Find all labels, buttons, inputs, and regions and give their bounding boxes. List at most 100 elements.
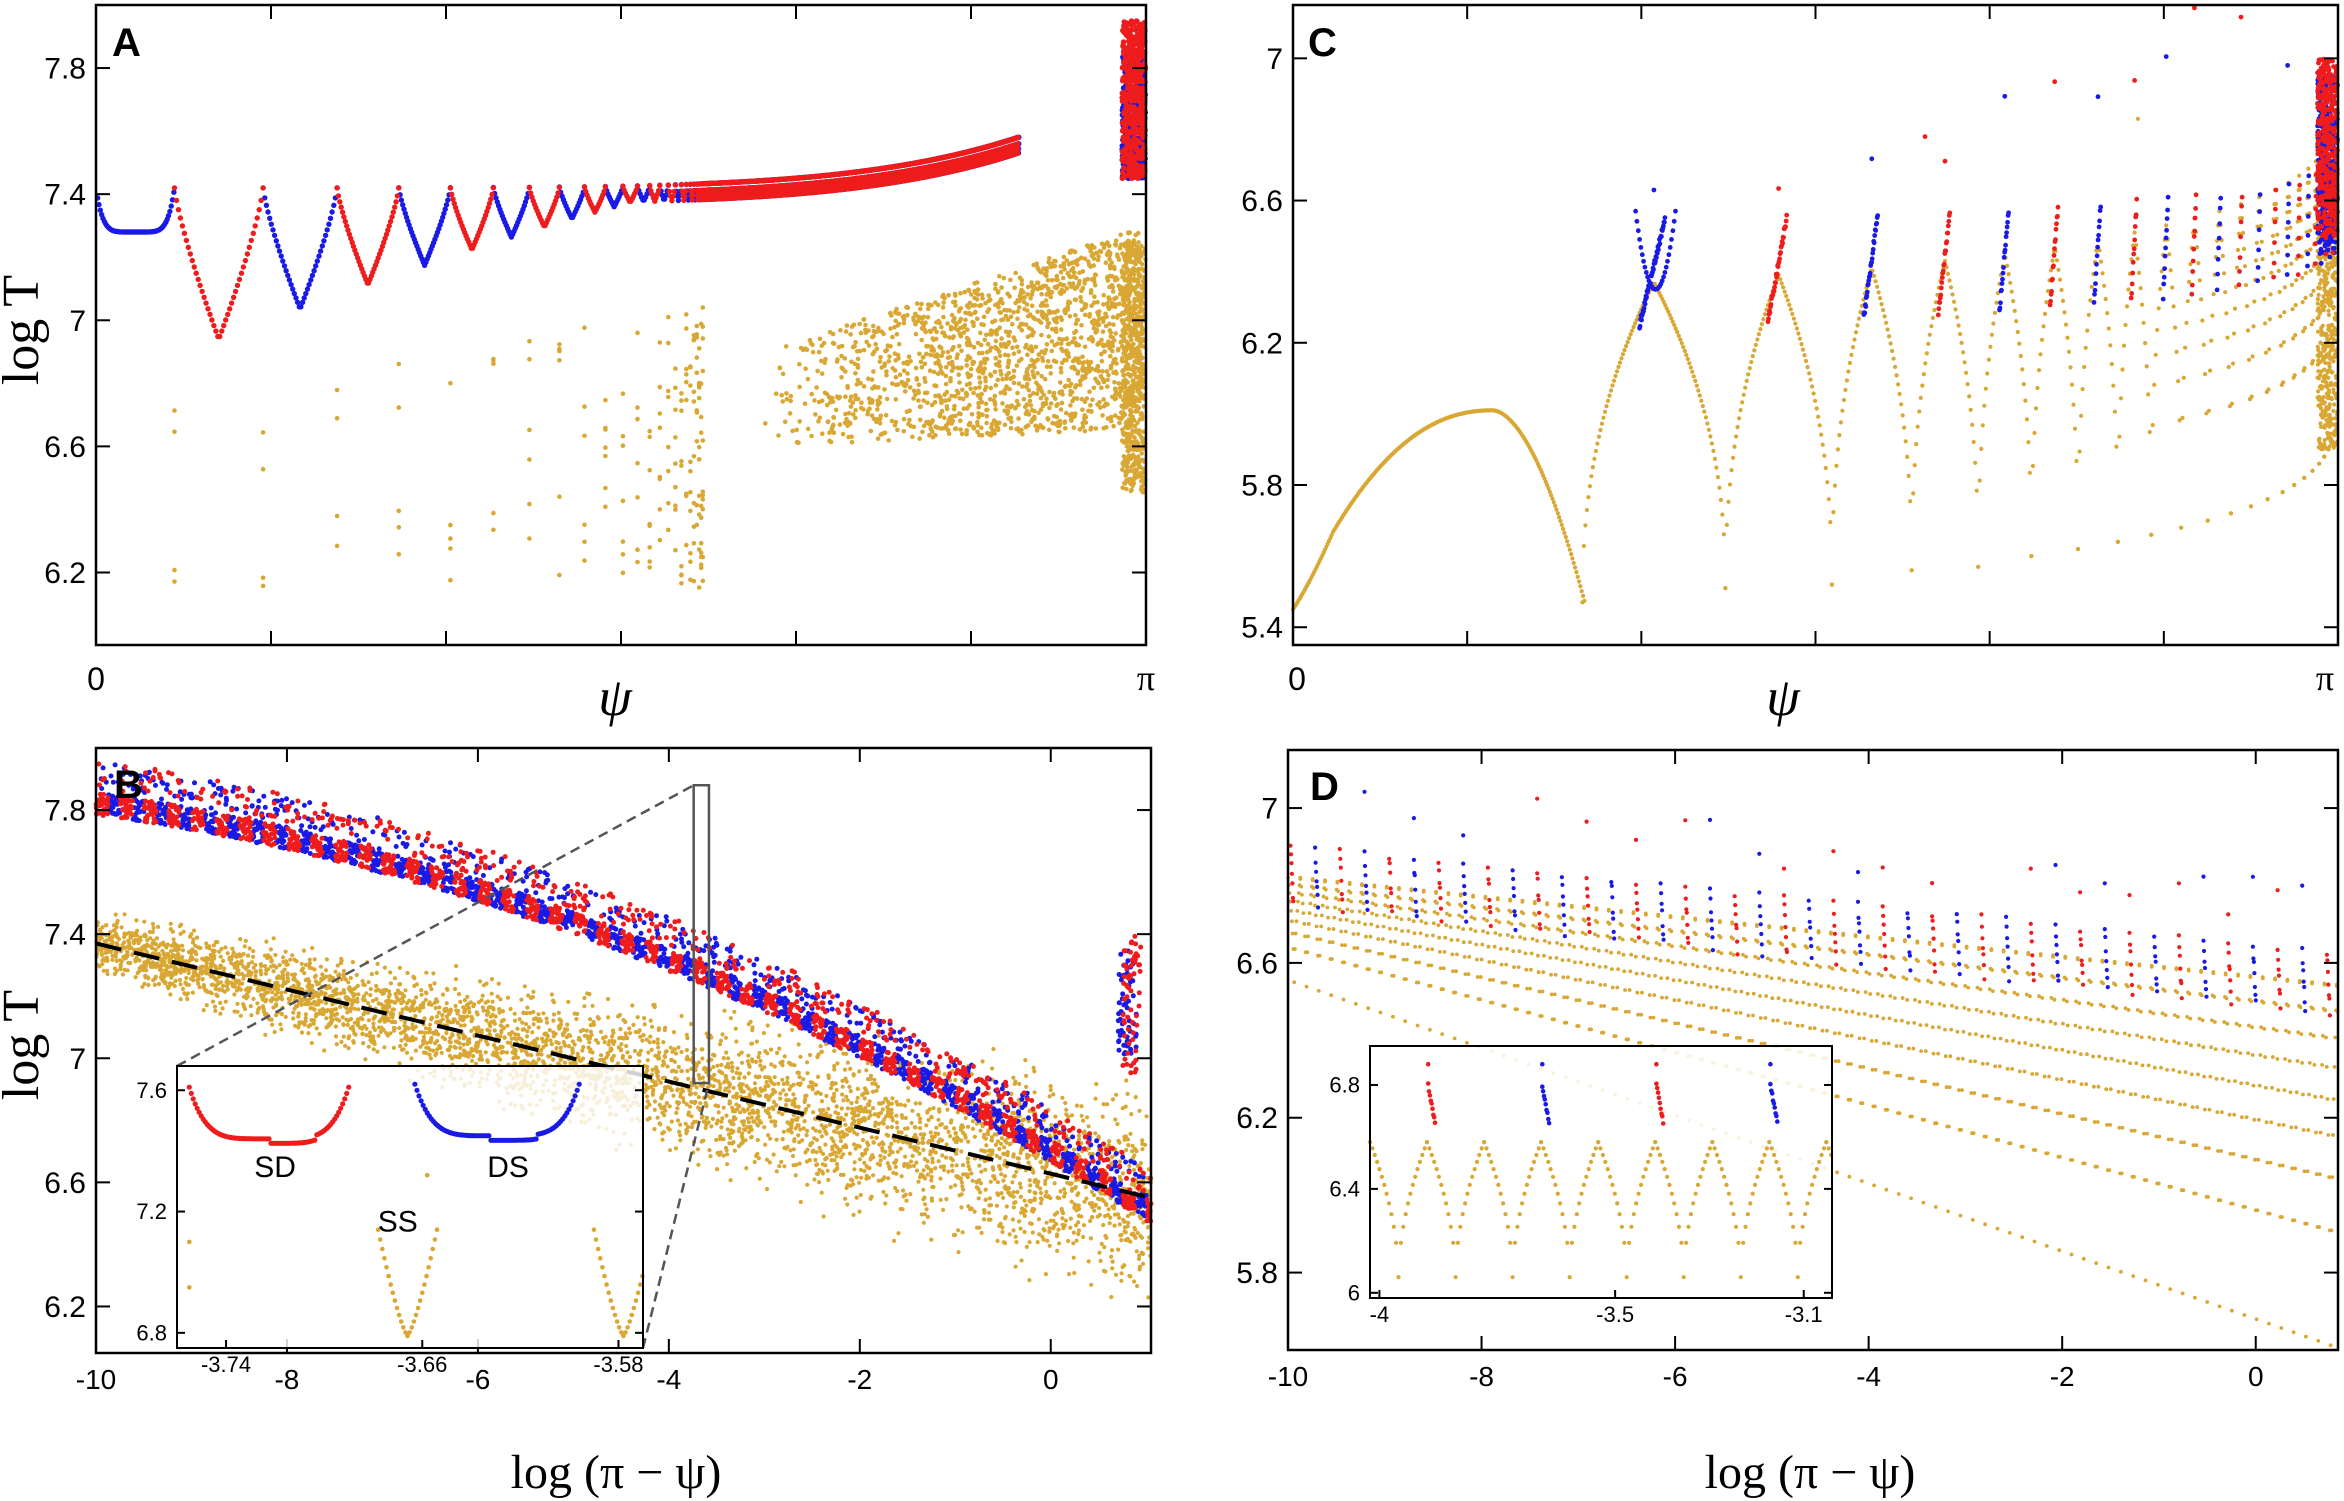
panel-a-ss-point [923,379,928,385]
panel-a-ss-point [1079,376,1085,382]
panel-a-ss-point [919,337,924,343]
panel-a-ss-point [1127,456,1133,462]
panel-a-ss-point [955,365,961,371]
panel-a-sd-point [219,328,225,334]
panel-a-ss-point [1118,232,1123,238]
panel-a-ss-point [877,416,883,422]
panel-a-ss-point [953,293,958,298]
panel-a-ss-point [172,429,177,435]
panel-a-ss-point [1047,389,1052,395]
panel-a-sd-point [396,185,402,191]
panel-a-ss-point [973,309,978,315]
panel-a-sd-point [678,181,685,188]
panel-a-ss-point [1052,343,1057,348]
panel-a-ss-point [964,335,970,341]
panel-a-ss-point [949,393,954,399]
panel-a-ds-point [317,248,324,254]
panel-a-ss-point [491,356,496,362]
panel-a-ss-point [846,410,852,416]
panel-a-ss-point [816,349,822,355]
panel-a-ss-point [1103,260,1109,266]
panel-a-ss-point [890,334,895,340]
panel-a-ds-point [283,268,289,274]
panel-a-ss-point [922,390,928,396]
panel-a-ss-point [962,323,968,328]
panel-a-ss-point [1124,283,1130,289]
panel-a-ss-point [700,489,706,495]
panel-a-ss-point [1004,308,1010,313]
panel-a-ss-point [941,330,947,336]
panel-a-ss-point [896,341,902,347]
panel-a-ss-point [843,329,849,334]
panel-a-ss-point [1011,310,1016,315]
panel-a-ss-point [878,355,883,360]
panel-a-ss-point [869,377,875,382]
panel-a-ss-point [1062,267,1067,272]
panel-a-ss-point [998,368,1003,374]
panel-a-ss-point [997,310,1003,315]
panel-a-ss-point [172,579,177,584]
panel-a-ss-point [925,400,930,406]
panel-a-ss-point [850,344,856,350]
panel-a-ss-point [977,380,983,385]
panel-a-ss-point [1120,287,1125,292]
panel-a-ss-point [698,562,704,567]
panel-a-ss-point [1014,363,1020,368]
panel-a-ss-point [1129,389,1135,394]
panel-a-ss-point [1002,422,1008,428]
panel-a-ss-point [698,414,704,420]
panel-a-ss-point [929,402,935,408]
panel-a-ss-point [917,315,923,320]
panel-a-ss-point [1132,278,1137,284]
panel-a-ss-point [1065,270,1071,276]
panel-a-ss-point [958,291,963,296]
panel-a-ss-point [666,394,671,400]
panel-a-ss-point [831,415,836,420]
panel-a-ss-point [957,380,962,385]
panel-a-ss-point [620,570,626,576]
panel-a-ss-point [1121,271,1127,276]
panel-a-ss-point [972,295,977,301]
panel-a-ss-point [1110,394,1115,400]
panel-a-ss-point [1132,423,1138,429]
panel-a-ss-point [854,349,860,354]
panel-a-ss-point [982,356,987,362]
panel-a-sd-point [393,199,399,205]
panel-a-ss-point [673,366,678,371]
panel-a-sd-point [234,282,241,289]
panel-a-ss-point [913,392,918,398]
panel-a-ss-point [698,540,704,546]
panel-a-ss-point [922,361,928,367]
panel-a-ss-point [849,439,855,445]
panel-a-sd-point [189,257,195,264]
panel-a-ss-point [1011,368,1017,374]
panel-a-ss-point [895,427,900,433]
panel-a-ss-point [1108,334,1114,339]
panel-a-ss-point [1132,462,1137,468]
panel-a-ss-point [1005,409,1011,415]
panel-a-ss-point [853,407,858,413]
panel-a-ss-point [894,332,900,337]
panel-a-ss-point [1107,263,1113,269]
panel-a-ss-point [657,537,663,543]
panel-a-ss-point [1016,381,1022,386]
panel-a-ss-point [901,368,907,374]
panel-a-ss-point [934,320,939,325]
panel-a-ss-point [1059,346,1064,352]
panel-a-ss-point [953,321,959,326]
panel-a-ss-point [797,361,802,367]
panel-a-ss-point [907,417,912,423]
panel-a-ss-point [1058,269,1064,275]
panel-a-sd-point [173,197,180,204]
panel-a-ss-point [964,363,970,368]
panel-a-ss-point [1045,359,1051,364]
panel-a-ss-point [582,404,587,409]
panel-a-ss-point [1122,383,1128,388]
panel-a-ss-point [997,325,1002,331]
panel-a-sd-point [179,223,186,229]
panel-a-ss-point [975,292,981,297]
panel-a-ss-point [582,325,587,331]
panel-a-ss-point [1080,407,1085,413]
panel-a-ss-point [901,320,907,326]
panel-a-ss-point [396,525,402,530]
